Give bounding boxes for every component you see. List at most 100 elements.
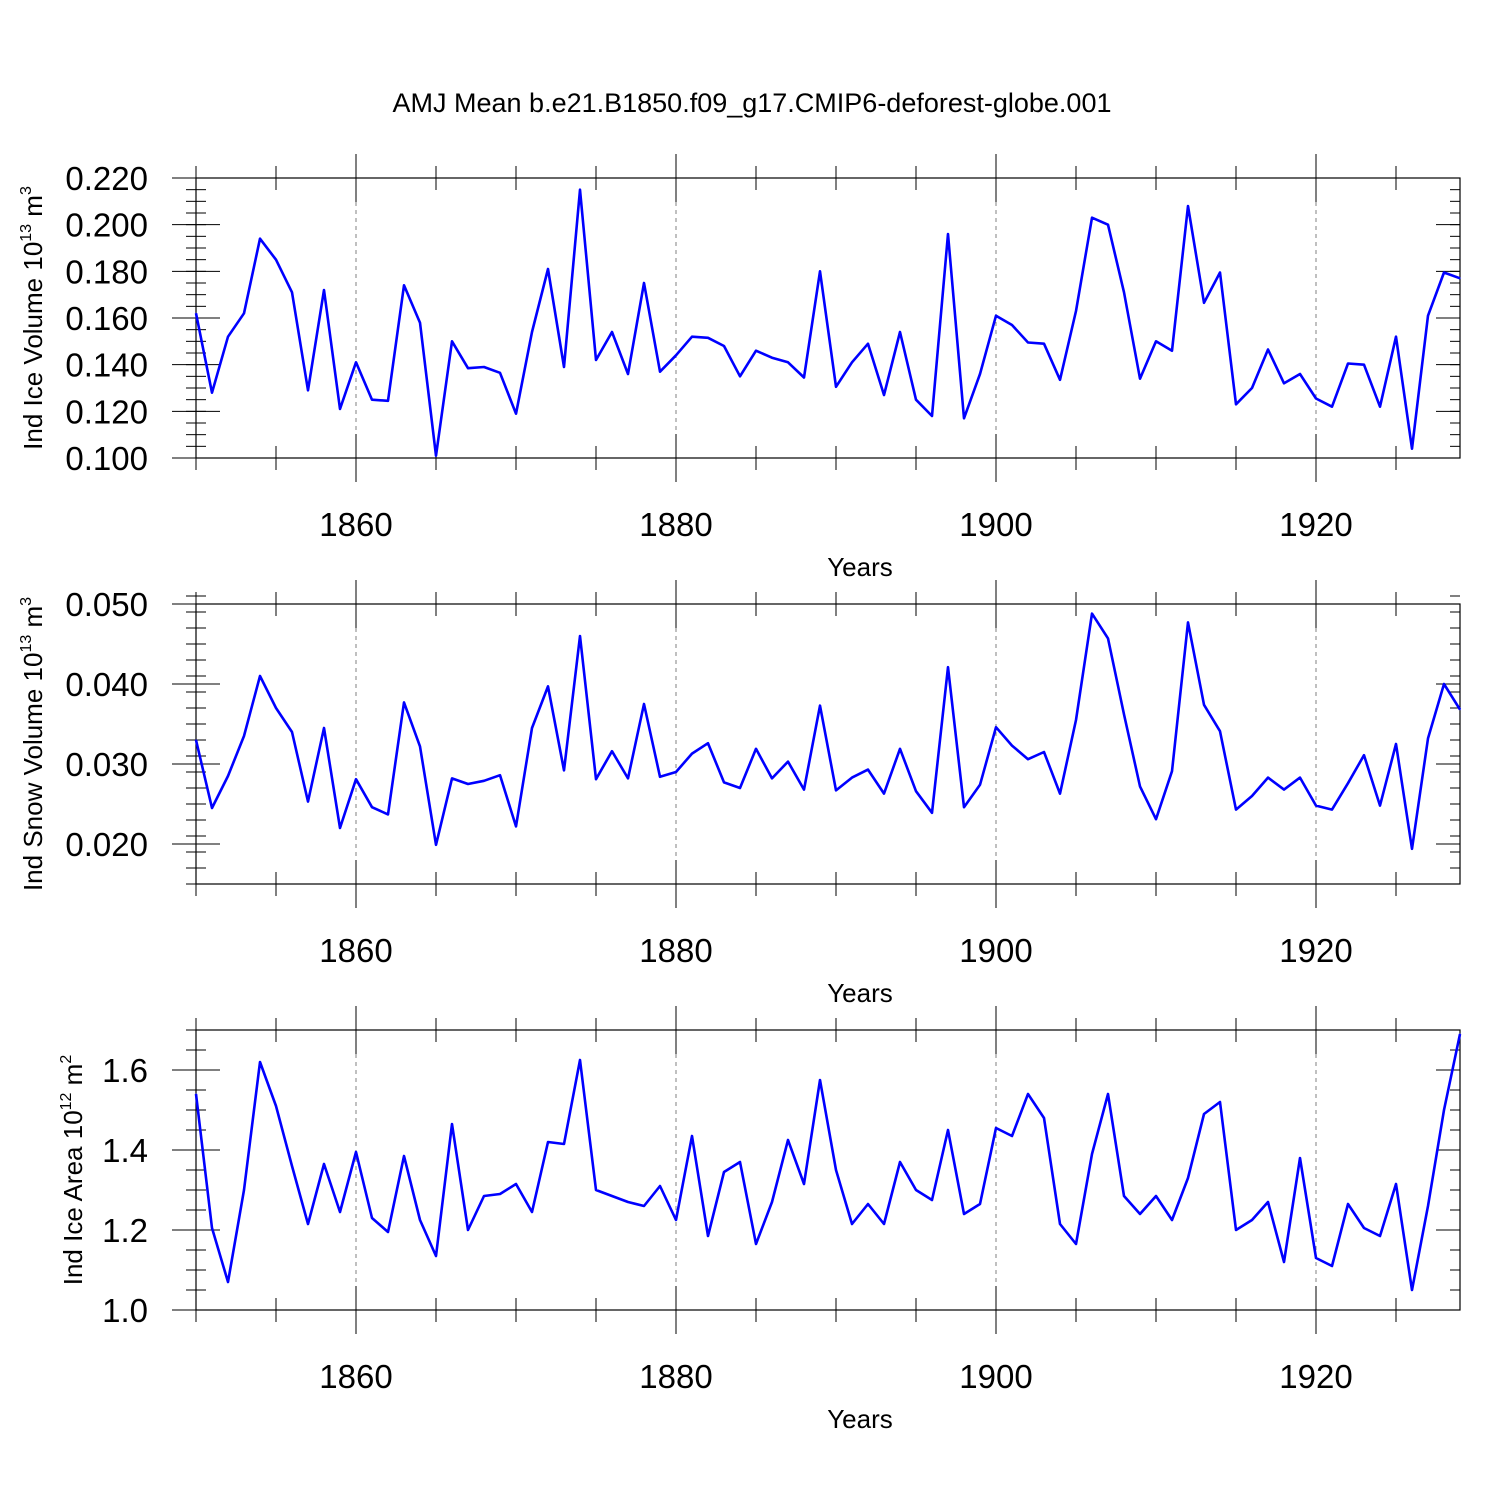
x-tick-label: 1860 — [319, 932, 392, 969]
data-point — [1107, 637, 1109, 640]
data-point — [435, 455, 437, 457]
x-tick-label: 1900 — [959, 506, 1032, 543]
data-point — [1395, 336, 1397, 338]
data-point — [707, 742, 709, 744]
data-point — [1235, 809, 1237, 811]
data-point — [1011, 745, 1013, 747]
data-point — [803, 1183, 805, 1185]
data-point — [1091, 613, 1093, 615]
data-point — [627, 777, 629, 780]
data-point — [883, 793, 885, 795]
data-point — [1107, 1093, 1109, 1095]
data-point — [963, 806, 965, 808]
data-point — [1315, 805, 1317, 807]
data-point — [499, 774, 501, 776]
data-point — [723, 345, 725, 347]
data-point — [595, 778, 597, 780]
series-line — [194, 1033, 1462, 1292]
data-point — [819, 270, 821, 272]
data-point — [1027, 758, 1029, 760]
data-point — [547, 268, 549, 270]
data-point — [1331, 1265, 1333, 1267]
data-point — [1299, 1157, 1301, 1159]
data-point — [195, 312, 197, 314]
data-point — [979, 373, 981, 375]
x-tick-label: 1880 — [639, 1358, 712, 1395]
data-point — [1459, 277, 1461, 279]
data-point — [947, 666, 949, 668]
y-tick-label: 1.6 — [102, 1052, 148, 1089]
y-axis-label-part: Ind Snow Volume 10 — [18, 653, 48, 892]
data-point — [483, 780, 485, 782]
data-point — [451, 1123, 453, 1125]
data-point — [947, 233, 949, 235]
data-point — [1155, 818, 1157, 820]
data-point — [1075, 719, 1077, 721]
y-axis-label-exponent: 12 — [58, 1092, 75, 1110]
data-point — [1171, 770, 1173, 772]
data-point — [547, 1141, 549, 1143]
data-point — [707, 1235, 709, 1237]
data-point — [1059, 379, 1061, 381]
data-point — [1267, 1201, 1269, 1203]
data-point — [403, 701, 405, 704]
data-point — [1203, 302, 1205, 304]
x-tick-label: 1860 — [319, 506, 392, 543]
data-point — [483, 366, 485, 368]
data-point — [963, 417, 965, 419]
data-point — [1043, 1117, 1045, 1119]
data-point — [1187, 1177, 1189, 1179]
data-point — [1187, 621, 1189, 624]
data-point — [611, 331, 613, 333]
data-point — [515, 1183, 517, 1185]
data-point — [1363, 364, 1365, 366]
data-point — [627, 373, 629, 375]
data-point — [611, 1195, 613, 1197]
data-point — [1331, 406, 1333, 408]
data-point — [1363, 1227, 1365, 1229]
data-point — [579, 189, 581, 191]
x-tick-label: 1900 — [959, 1358, 1032, 1395]
data-point — [611, 750, 613, 752]
data-point — [403, 1155, 405, 1157]
data-point — [1091, 1153, 1093, 1155]
data-point — [915, 790, 917, 792]
data-point — [755, 350, 757, 352]
data-point — [787, 1139, 789, 1141]
plot-frame — [195, 177, 1461, 459]
data-point — [723, 781, 725, 784]
data-point — [931, 1199, 933, 1201]
data-point — [899, 1161, 901, 1163]
data-point — [307, 801, 309, 803]
data-point — [1123, 713, 1125, 716]
data-point — [1427, 1205, 1429, 1207]
data-point — [691, 336, 693, 338]
data-point — [995, 315, 997, 317]
data-point — [211, 1227, 213, 1229]
data-point — [835, 1169, 837, 1171]
data-point — [451, 777, 453, 780]
data-point — [499, 1193, 501, 1195]
data-point — [899, 331, 901, 333]
data-point — [851, 1223, 853, 1225]
data-point — [787, 361, 789, 363]
data-point — [1363, 754, 1365, 756]
data-point — [963, 1213, 965, 1215]
data-point — [387, 813, 389, 816]
data-point — [419, 745, 421, 748]
data-point — [547, 685, 549, 688]
data-point — [1139, 378, 1141, 380]
data-point — [1315, 397, 1317, 400]
data-point — [387, 1231, 389, 1233]
data-point — [1043, 343, 1045, 345]
data-point — [531, 1211, 533, 1213]
series-line — [194, 188, 1461, 458]
data-point — [1075, 1243, 1077, 1245]
data-point — [1459, 1033, 1461, 1035]
data-point — [643, 282, 645, 284]
y-tick-label: 0.100 — [65, 440, 148, 477]
data-point — [931, 812, 933, 814]
data-point — [227, 775, 229, 777]
x-axis-label: Years — [827, 1404, 893, 1434]
data-point — [259, 1061, 261, 1063]
